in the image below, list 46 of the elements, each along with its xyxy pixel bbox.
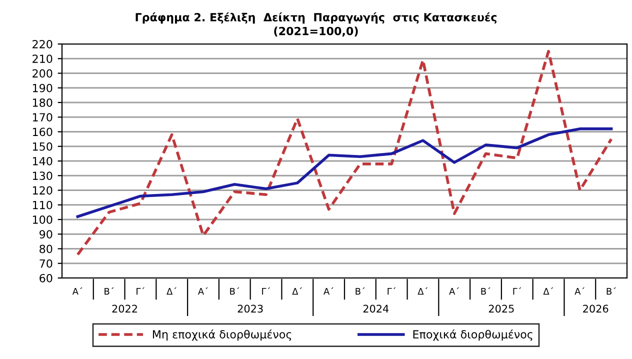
y-tick-label: 160 <box>32 128 52 136</box>
x-tick-label: Δ΄ <box>543 287 554 295</box>
x-tick-label: Α΄ <box>324 287 334 295</box>
x-tick-label: Β΄ <box>356 287 365 295</box>
y-tick-label: 170 <box>32 113 52 122</box>
text: 2025 <box>488 304 514 313</box>
text: 2022 <box>112 304 137 313</box>
line-series <box>76 50 613 256</box>
chart-subtitle: (2021=100,0) <box>274 26 358 37</box>
y-tick-label: 90 <box>40 230 52 239</box>
legend-label: Μη εποχικά διορθωμένος <box>152 329 292 341</box>
y-tick-label: 200 <box>32 69 52 78</box>
x-tick-label: Δ΄ <box>166 287 176 295</box>
y-tick-label: 100 <box>32 215 52 224</box>
x-tick-label: Γ΄ <box>262 287 270 295</box>
y-tick-label: 120 <box>32 186 52 195</box>
x-tick-label: Γ΄ <box>388 287 396 295</box>
x-tick-label: Β΄ <box>606 287 616 295</box>
line-series <box>76 127 613 218</box>
legend-label: Εποχικά διορθωμένος <box>413 329 532 341</box>
y-tick-label: 210 <box>32 54 52 64</box>
text: 2024 <box>363 304 389 313</box>
x-tick-label: Δ΄ <box>292 287 302 295</box>
y-tick-label: 80 <box>40 244 52 254</box>
y-tick-label: 150 <box>32 142 52 151</box>
y-tick-label: 180 <box>32 98 52 107</box>
y-tick-label: 220 <box>32 40 52 48</box>
text: 2026 <box>583 304 608 313</box>
x-tick-label: Γ΄ <box>136 287 144 295</box>
x-tick-label: Γ΄ <box>513 287 522 295</box>
x-tick-label: Α΄ <box>449 287 459 295</box>
x-tick-label: Β΄ <box>104 287 114 295</box>
y-tick-label: 130 <box>32 172 52 180</box>
x-tick-label: Α΄ <box>72 287 82 295</box>
x-tick-label: Α΄ <box>198 287 208 295</box>
y-tick-label: 140 <box>32 156 52 166</box>
y-tick-label: 190 <box>32 84 52 92</box>
chart-title: Γράφημα 2. Εξέλιξη Δείκτη Παραγωγής στις Κατασκευές <box>136 12 496 24</box>
x-tick-label: Δ΄ <box>418 287 428 295</box>
y-tick-label: 110 <box>32 200 52 210</box>
y-tick-label: 60 <box>40 274 52 282</box>
text: 2023 <box>238 304 263 313</box>
x-tick-label: Β΄ <box>230 287 240 295</box>
x-tick-label: Α΄ <box>574 287 584 295</box>
x-tick-label: Β΄ <box>481 287 490 295</box>
y-tick-label: 70 <box>40 259 52 268</box>
